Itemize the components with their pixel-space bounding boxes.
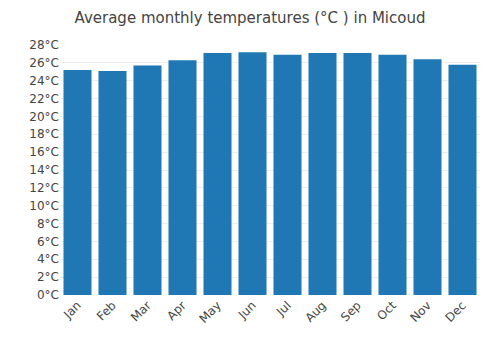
svg-text:Jan: Jan [60,298,84,322]
svg-text:Oct: Oct [374,298,399,323]
svg-text:8°C: 8°C [37,217,59,231]
svg-text:May: May [196,298,223,325]
svg-text:Feb: Feb [94,298,119,323]
svg-text:22°C: 22°C [29,92,59,106]
svg-text:Average monthly temperatures (: Average monthly temperatures (°C ) in Mi… [75,9,426,27]
svg-text:6°C: 6°C [37,235,59,249]
svg-text:Sep: Sep [338,298,364,324]
svg-text:Mar: Mar [128,298,154,324]
svg-text:0°C: 0°C [37,288,59,302]
svg-text:18°C: 18°C [29,127,59,141]
svg-text:14°C: 14°C [29,163,59,177]
svg-text:28°C: 28°C [29,38,59,52]
svg-text:Jun: Jun [235,298,259,322]
svg-text:26°C: 26°C [29,56,59,70]
svg-text:16°C: 16°C [29,145,59,159]
svg-text:Dec: Dec [443,298,469,324]
svg-text:10°C: 10°C [29,199,59,213]
svg-text:4°C: 4°C [37,252,59,266]
svg-text:24°C: 24°C [29,74,59,88]
svg-text:20°C: 20°C [29,110,59,124]
svg-text:Jul: Jul [273,298,294,319]
svg-text:Aug: Aug [302,298,328,324]
svg-text:12°C: 12°C [29,181,59,195]
svg-text:Apr: Apr [164,298,189,323]
svg-text:Nov: Nov [407,298,433,324]
svg-text:2°C: 2°C [37,270,59,284]
